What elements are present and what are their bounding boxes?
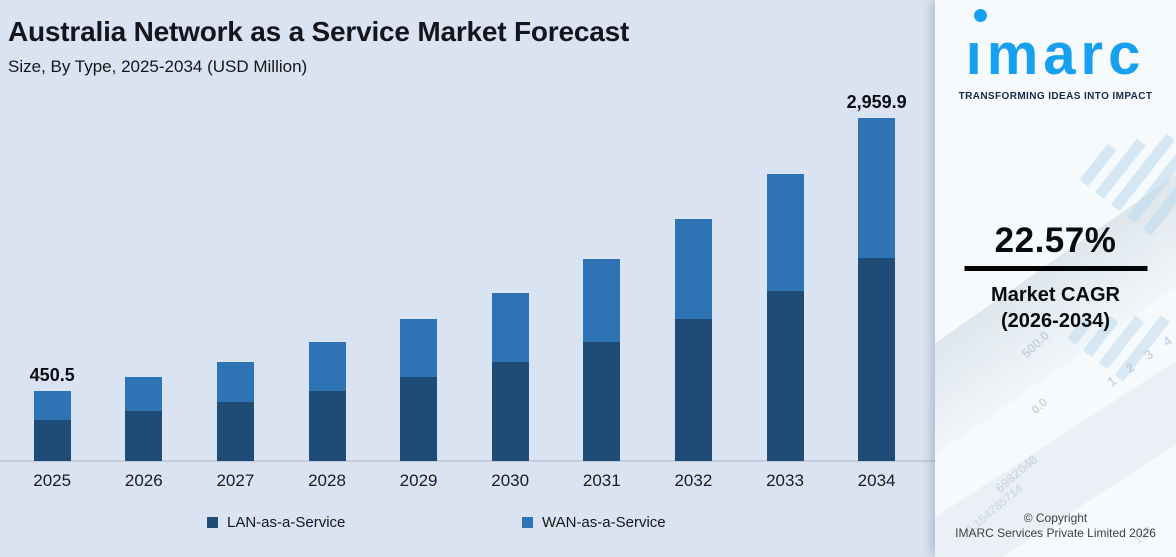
bar-2025	[33, 391, 71, 461]
x-axis-label-2030: 2030	[491, 471, 530, 490]
bar-2031	[583, 259, 621, 461]
bar-2026-lan-segment	[125, 411, 163, 461]
copyright-notice: © Copyright IMARC Services Private Limit…	[935, 511, 1176, 541]
bar-2025-lan-segment	[33, 419, 71, 461]
bar-2027	[216, 362, 254, 461]
x-axis-label-2033: 2033	[766, 471, 804, 490]
imarc-logo: ımarc TRANSFORMING IDEAS INTO IMPACT	[935, 0, 1176, 110]
x-axis-label-2032: 2032	[674, 471, 713, 490]
bar-2030-wan-segment	[491, 293, 529, 362]
data-label-2025: 450.5	[29, 365, 75, 386]
bar-2034-lan-segment	[858, 258, 896, 461]
cagr-value: 22.57%	[994, 221, 1117, 260]
legend-label: WAN-as-a-Service	[542, 514, 666, 531]
cagr-underline	[964, 266, 1147, 271]
cagr-caption-line2: (2026-2034)	[1001, 310, 1110, 332]
bar-2032-lan-segment	[674, 318, 712, 461]
x-axis-line	[0, 460, 935, 462]
x-axis-label-2028: 2028	[308, 471, 346, 490]
copyright-line1: © Copyright	[1023, 511, 1088, 525]
page-subtitle: Size, By Type, 2025-2034 (USD Million)	[8, 57, 308, 76]
page-title: Australia Network as a Service Market Fo…	[8, 16, 630, 47]
bar-2029-wan-segment	[400, 319, 438, 377]
bar-2032-wan-segment	[674, 218, 712, 319]
x-axis-label-2031: 2031	[582, 471, 621, 490]
bar-2032	[674, 218, 712, 461]
bar-2026-wan-segment	[125, 377, 163, 412]
x-axis-label-2025: 2025	[33, 471, 72, 490]
bar-2031-lan-segment	[583, 341, 621, 461]
bar-2031-wan-segment	[583, 259, 621, 342]
bar-2028-lan-segment	[308, 390, 346, 461]
bar-2029-lan-segment	[400, 377, 438, 461]
bar-2030	[491, 293, 529, 461]
bar-2030-lan-segment	[491, 362, 529, 461]
bar-2025-wan-segment	[33, 391, 71, 420]
bar-2028-wan-segment	[308, 342, 346, 391]
legend: LAN-as-a-Service WAN-as-a-Service	[0, 514, 935, 538]
logo-dot-icon	[974, 9, 987, 22]
watermark-number: 0.0	[1028, 395, 1051, 417]
x-axis-label-2027: 2027	[216, 471, 255, 490]
legend-swatch-icon	[207, 517, 218, 528]
x-axis-label-2034: 2034	[857, 471, 896, 490]
cagr-caption-line1: Market CAGR	[991, 284, 1120, 306]
bar-2033-wan-segment	[766, 173, 804, 291]
data-label-2034: 2,959.9	[846, 92, 907, 112]
chart-panel: Australia Network as a Service Market Fo…	[0, 16, 935, 538]
legend-label: LAN-as-a-Service	[227, 514, 346, 531]
brand-panel: 500.0 0.0 1 2 3 4 6982048 0.154785714 16…	[935, 0, 1176, 557]
logo-wordmark: ımarc	[965, 22, 1146, 87]
copyright-line2: IMARC Services Private Limited 2026	[955, 526, 1156, 540]
x-axis-label-2029: 2029	[399, 471, 438, 490]
legend-swatch-icon	[522, 517, 533, 528]
legend-item-lan: LAN-as-a-Service	[207, 514, 345, 531]
legend-item-wan: WAN-as-a-Service	[522, 514, 666, 531]
bar-2029	[400, 319, 438, 461]
bar-2027-lan-segment	[216, 402, 254, 461]
bar-2033-lan-segment	[766, 291, 804, 461]
bar-2027-wan-segment	[216, 362, 254, 402]
plot-area: 2025 2026 2027 2028 2029 2030 2031 2032 2033 2034…	[0, 92, 935, 490]
watermark-number: 1 2 3 4	[1104, 329, 1176, 390]
bar-2026	[125, 377, 163, 461]
bar-2028	[308, 342, 346, 461]
bar-2034-wan-segment	[858, 118, 896, 259]
logo-tagline: TRANSFORMING IDEAS INTO IMPACT	[958, 91, 1153, 102]
bar-2034	[858, 118, 896, 461]
x-axis-label-2026: 2026	[124, 471, 163, 490]
watermark-number: 6982048	[992, 451, 1041, 496]
bar-2033	[766, 173, 804, 461]
